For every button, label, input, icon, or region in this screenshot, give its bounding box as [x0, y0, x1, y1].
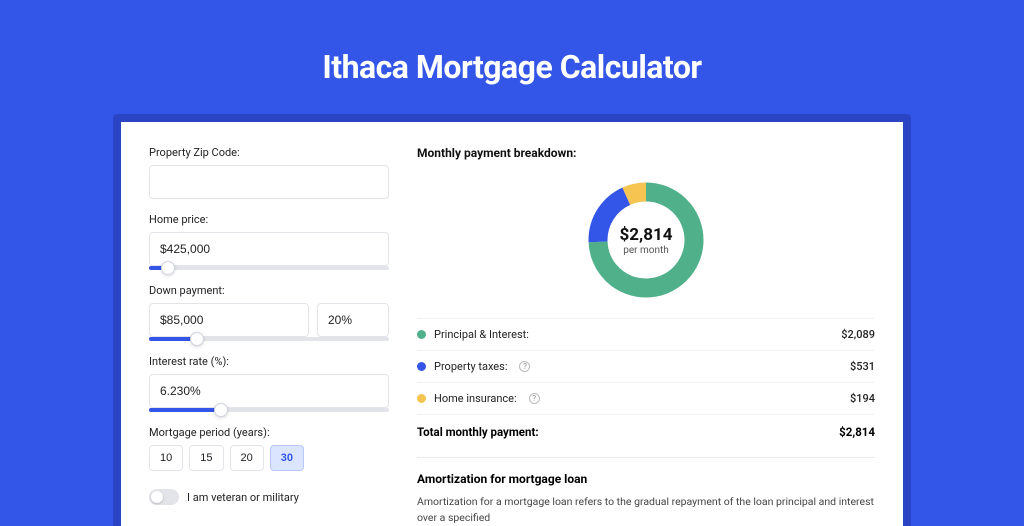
donut-chart: $2,814 per month	[586, 180, 706, 300]
period-btn-30[interactable]: 30	[270, 445, 304, 471]
amort-title: Amortization for mortgage loan	[417, 472, 875, 486]
amort-text: Amortization for a mortgage loan refers …	[417, 494, 875, 526]
veteran-row: I am veteran or military	[149, 489, 389, 505]
veteran-label: I am veteran or military	[187, 491, 299, 504]
amortization-section: Amortization for mortgage loan Amortizat…	[417, 457, 875, 526]
legend-row: Home insurance:? $194	[417, 382, 875, 414]
home-price-group: Home price:	[149, 213, 389, 270]
legend-value: $2,089	[841, 328, 875, 341]
home-price-slider[interactable]	[149, 266, 389, 270]
legend-label: Principal & Interest:	[434, 328, 529, 341]
toggle-knob	[151, 491, 163, 503]
donut-sub: per month	[623, 245, 669, 256]
legend-value: $194	[850, 392, 875, 405]
page-title: Ithaca Mortgage Calculator	[0, 48, 1024, 86]
down-payment-pct-input[interactable]	[317, 303, 389, 337]
interest-slider[interactable]	[149, 408, 389, 412]
legend-label: Property taxes:	[434, 360, 507, 373]
zip-input[interactable]	[149, 165, 389, 199]
down-payment-input[interactable]	[149, 303, 309, 337]
donut-value: $2,814	[620, 225, 673, 245]
total-value: $2,814	[839, 425, 875, 439]
total-row: Total monthly payment: $2,814	[417, 414, 875, 449]
hero: Ithaca Mortgage Calculator	[0, 0, 1024, 114]
period-label: Mortgage period (years):	[149, 426, 389, 439]
legend: Principal & Interest: $2,089 Property taxe…	[417, 318, 875, 414]
legend-dot	[417, 330, 426, 339]
veteran-toggle[interactable]	[149, 489, 179, 505]
down-payment-group: Down payment:	[149, 284, 389, 341]
legend-dot	[417, 394, 426, 403]
period-buttons: 1015 2030	[149, 445, 389, 471]
period-group: Mortgage period (years): 1015 2030	[149, 426, 389, 471]
period-btn-15[interactable]: 15	[189, 445, 223, 471]
card-shadow: Property Zip Code: Home price: Down paym…	[113, 114, 911, 526]
down-payment-label: Down payment:	[149, 284, 389, 297]
home-price-input[interactable]	[149, 232, 389, 266]
donut-wrap: $2,814 per month	[417, 174, 875, 318]
info-icon[interactable]: ?	[519, 361, 530, 372]
breakdown-panel: Monthly payment breakdown: $2,814 per mo…	[417, 146, 875, 526]
home-price-label: Home price:	[149, 213, 389, 226]
calculator-card: Property Zip Code: Home price: Down paym…	[121, 122, 903, 526]
donut-center: $2,814 per month	[586, 180, 706, 300]
legend-label: Home insurance:	[434, 392, 517, 405]
period-btn-10[interactable]: 10	[149, 445, 183, 471]
legend-dot	[417, 362, 426, 371]
total-label: Total monthly payment:	[417, 425, 539, 439]
zip-group: Property Zip Code:	[149, 146, 389, 199]
legend-value: $531	[850, 360, 875, 373]
info-icon[interactable]: ?	[529, 393, 540, 404]
interest-label: Interest rate (%):	[149, 355, 389, 368]
form-panel: Property Zip Code: Home price: Down paym…	[149, 146, 389, 526]
zip-label: Property Zip Code:	[149, 146, 389, 159]
period-btn-20[interactable]: 20	[230, 445, 264, 471]
interest-group: Interest rate (%):	[149, 355, 389, 412]
breakdown-title: Monthly payment breakdown:	[417, 146, 875, 160]
legend-row: Principal & Interest: $2,089	[417, 318, 875, 350]
interest-input[interactable]	[149, 374, 389, 408]
legend-row: Property taxes:? $531	[417, 350, 875, 382]
down-payment-slider[interactable]	[149, 337, 389, 341]
